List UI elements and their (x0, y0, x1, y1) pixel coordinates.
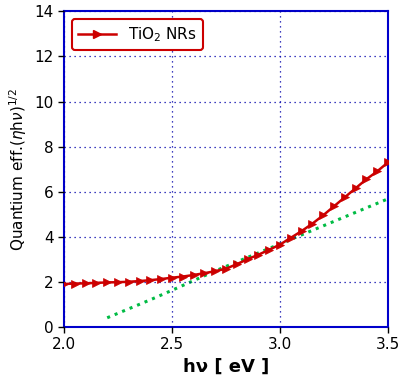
Y-axis label: Quantium eff.($\eta$h$\nu$)$^{1/2}$: Quantium eff.($\eta$h$\nu$)$^{1/2}$ (7, 88, 29, 250)
Legend: TiO$_2$ NRs: TiO$_2$ NRs (72, 19, 203, 50)
X-axis label: hν [ eV ]: hν [ eV ] (183, 358, 269, 376)
